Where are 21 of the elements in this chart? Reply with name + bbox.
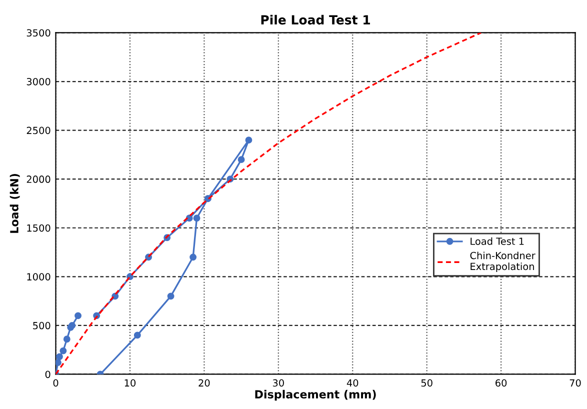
x-tick-label: 50 (421, 379, 432, 387)
y-tick-label: 3000 (26, 78, 50, 86)
x-tick-label: 20 (198, 379, 210, 387)
x-tick-label: 10 (124, 379, 136, 387)
legend-label: Chin-Kondner Extrapolation (470, 252, 536, 272)
y-tick-label: 3500 (26, 29, 50, 37)
x-tick-label: 0 (53, 379, 58, 387)
x-tick-label: 70 (570, 379, 581, 387)
x-tick-label: 30 (272, 379, 284, 387)
y-axis-title: Load (kN) (10, 174, 20, 233)
y-tick-label: 1500 (27, 224, 50, 232)
y-tick-label: 0 (45, 370, 50, 378)
legend-label: Load Test 1 (470, 237, 524, 245)
y-tick-label: 500 (33, 322, 50, 330)
y-tick-label: 2000 (26, 176, 50, 183)
y-tick-label: 2500 (26, 126, 50, 134)
chart-title: Pile Load Test 1 (261, 14, 370, 25)
y-tick-label: 1000 (27, 273, 50, 280)
x-tick-label: 40 (346, 379, 358, 387)
x-tick-label: 60 (496, 379, 507, 387)
x-axis-title: Displacement (mm) (255, 390, 376, 401)
